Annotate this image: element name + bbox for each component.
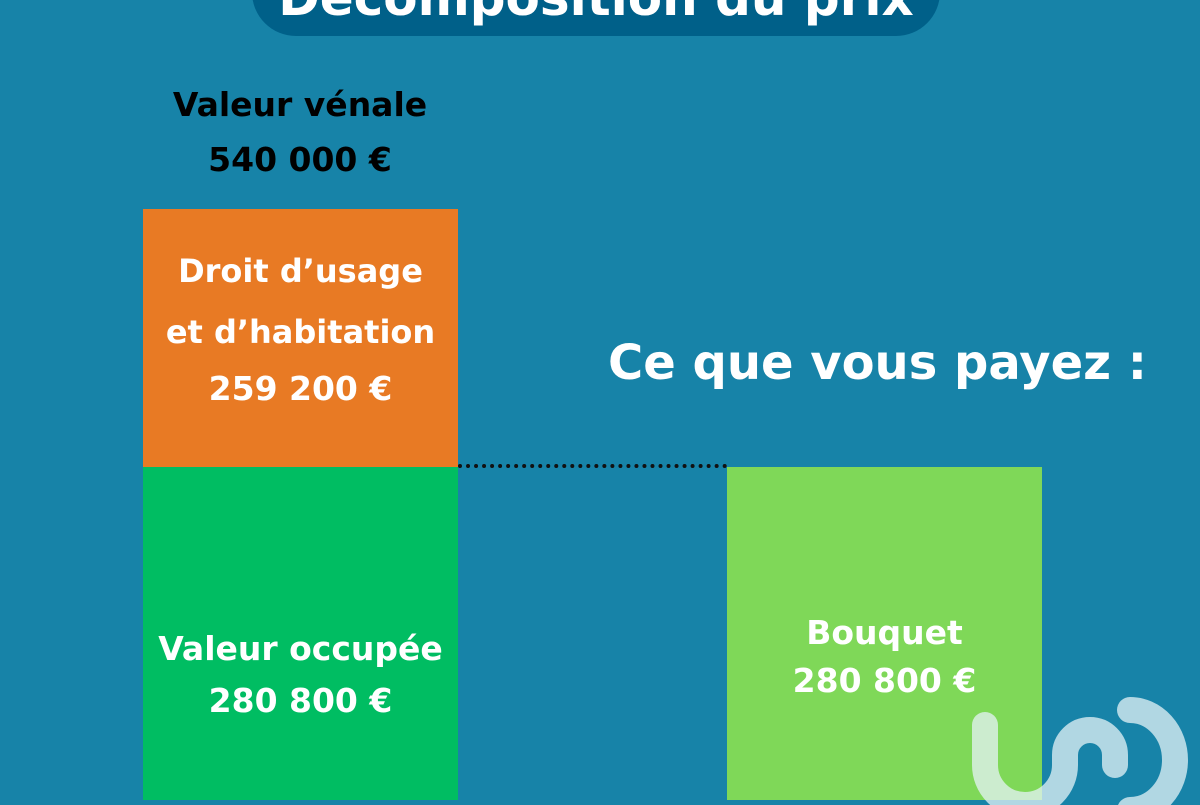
title-banner: Décomposition du prix: [252, 0, 940, 36]
valeur-occupee-label: Valeur occupée: [158, 629, 443, 668]
bar-segment-valeur-occupee: Valeur occupée 280 800 €: [143, 467, 458, 800]
droit-usage-value: 259 200 €: [208, 369, 393, 408]
page-title: Décomposition du prix: [252, 0, 940, 28]
pay-title: Ce que vous payez :: [608, 335, 1147, 391]
droit-usage-label-line2: et d’habitation: [165, 313, 436, 351]
valeur-occupee-value: 280 800 €: [208, 681, 393, 720]
bar-segment-bouquet: Bouquet 280 800 €: [727, 467, 1042, 800]
bouquet-label: Bouquet: [806, 613, 963, 652]
bouquet-value: 280 800 €: [792, 661, 977, 700]
dotted-connector: [458, 464, 727, 468]
droit-usage-label-line1: Droit d’usage: [178, 252, 423, 290]
iad-logo-icon: [972, 697, 1188, 805]
total-value: 540 000 €: [208, 140, 392, 179]
bar-segment-droit-usage: Droit d’usage et d’habitation 259 200 €: [143, 209, 458, 467]
total-label: Valeur vénale: [172, 85, 428, 124]
